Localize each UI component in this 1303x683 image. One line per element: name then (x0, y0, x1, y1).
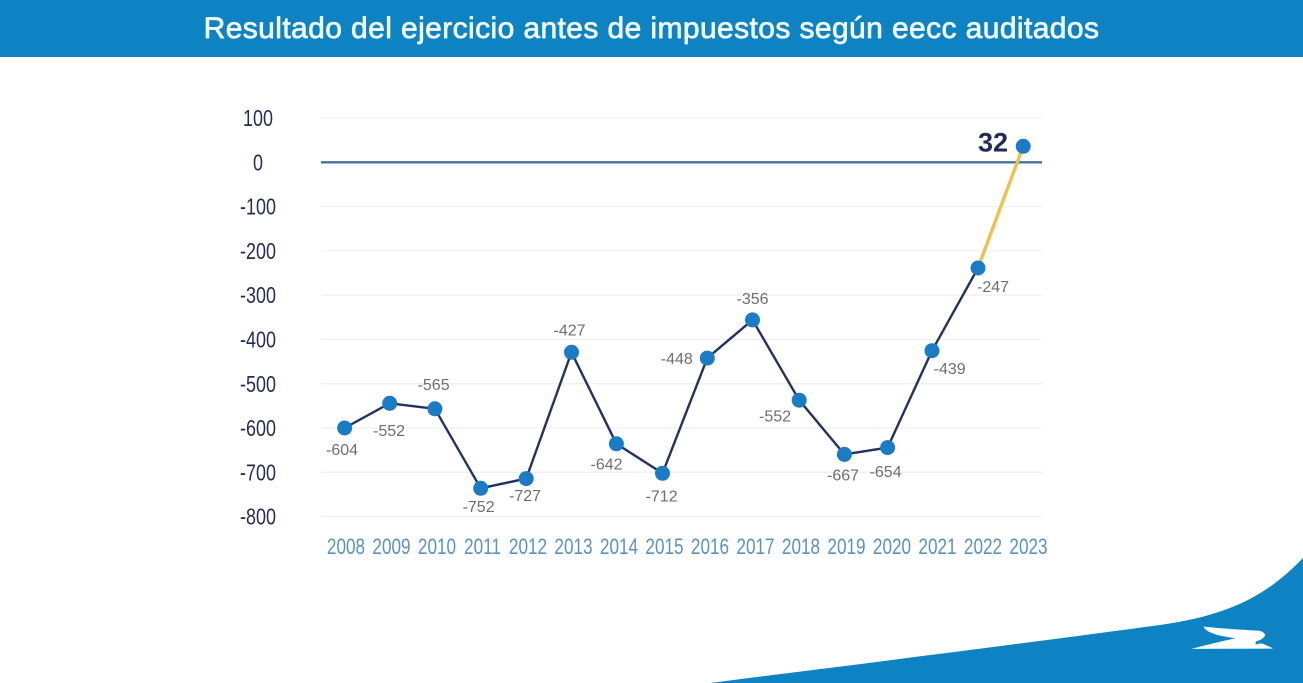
svg-text:-604: -604 (326, 442, 358, 459)
svg-text:-654: -654 (870, 464, 902, 481)
svg-text:-448: -448 (661, 351, 693, 368)
svg-text:-600: -600 (240, 416, 276, 442)
svg-text:100: 100 (243, 106, 273, 132)
svg-text:-642: -642 (590, 456, 622, 473)
svg-text:32: 32 (978, 128, 1008, 158)
svg-text:-727: -727 (509, 488, 541, 505)
svg-text:2019: 2019 (827, 535, 865, 560)
svg-text:-356: -356 (736, 291, 768, 308)
svg-text:2022: 2022 (964, 535, 1002, 560)
svg-text:2012: 2012 (509, 535, 547, 560)
svg-text:-247: -247 (977, 279, 1009, 296)
svg-text:-427: -427 (553, 322, 585, 339)
svg-text:-400: -400 (240, 327, 276, 353)
svg-text:2014: 2014 (600, 535, 638, 560)
svg-text:2023: 2023 (1009, 535, 1047, 560)
svg-text:2015: 2015 (645, 535, 683, 560)
svg-text:-565: -565 (418, 377, 450, 394)
svg-text:-800: -800 (240, 505, 276, 531)
svg-text:2021: 2021 (918, 535, 956, 560)
svg-text:2017: 2017 (736, 535, 774, 560)
svg-text:2013: 2013 (554, 535, 592, 560)
svg-text:-200: -200 (240, 239, 276, 265)
svg-text:2008: 2008 (327, 535, 365, 560)
svg-text:2018: 2018 (782, 535, 820, 560)
svg-text:-712: -712 (646, 488, 678, 505)
svg-text:-439: -439 (934, 361, 966, 378)
svg-text:-500: -500 (240, 372, 276, 398)
svg-text:2011: 2011 (464, 535, 501, 560)
svg-text:2009: 2009 (372, 535, 410, 560)
svg-text:-300: -300 (240, 283, 276, 309)
svg-text:-667: -667 (827, 468, 859, 485)
svg-text:0: 0 (253, 150, 263, 176)
svg-text:-552: -552 (759, 408, 791, 425)
svg-text:-100: -100 (240, 195, 276, 221)
svg-text:2010: 2010 (418, 535, 456, 560)
svg-text:-700: -700 (240, 460, 276, 486)
svg-text:-552: -552 (373, 423, 405, 440)
svg-text:2016: 2016 (691, 535, 729, 560)
svg-text:-752: -752 (463, 499, 495, 516)
svg-text:2020: 2020 (873, 535, 911, 560)
